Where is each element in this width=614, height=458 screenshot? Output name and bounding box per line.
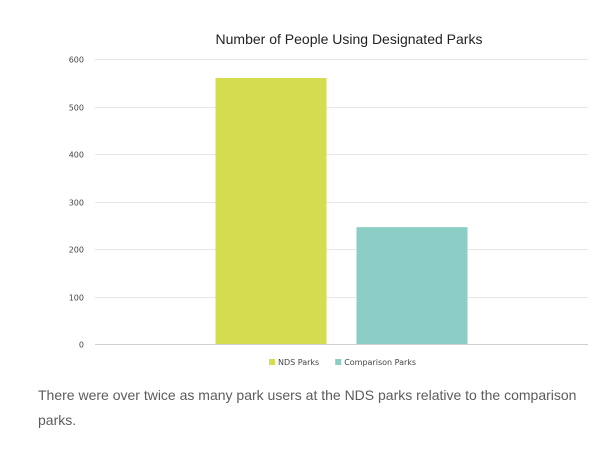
legend-swatch: [269, 359, 275, 365]
legend-label: NDS Parks: [278, 358, 319, 367]
chart-title: Number of People Using Designated Parks: [216, 31, 483, 47]
y-tick-label: 100: [69, 294, 84, 303]
y-tick-label: 400: [69, 151, 84, 160]
y-tick-label: 500: [69, 104, 84, 113]
y-tick-label: 200: [69, 246, 84, 255]
y-axis-ticks: 0 100 200 300 400 500 600: [69, 56, 84, 350]
y-tick-label: 300: [69, 199, 84, 208]
legend-swatch: [335, 359, 342, 365]
bar-chart: Number of People Using Designated Parks …: [69, 31, 588, 367]
bar-comparison-parks: [356, 227, 468, 344]
legend-label: Comparison Parks: [344, 358, 416, 367]
chart-caption: There were over twice as many park users…: [38, 387, 577, 428]
bar-nds-parks: [215, 78, 327, 344]
y-tick-label: 600: [69, 56, 84, 65]
y-tick-label: 0: [79, 341, 84, 350]
legend: NDS Parks Comparison Parks: [269, 358, 416, 367]
bars: [215, 78, 468, 344]
gridlines: [95, 59, 588, 345]
